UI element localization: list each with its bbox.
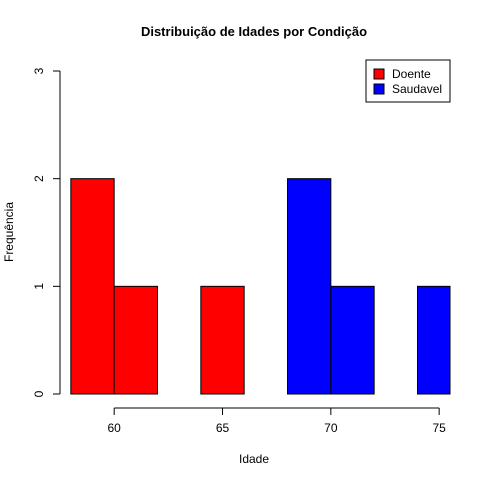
y-axis: 0 1 2 3 — [32, 67, 61, 397]
x-axis-label: Idade — [239, 452, 269, 466]
chart-title: Distribuição de Idades por Condição — [141, 24, 367, 39]
legend-box — [365, 59, 451, 103]
legend-label-doente: Doente — [392, 67, 431, 81]
y-tick-label: 1 — [32, 283, 46, 290]
y-axis-label: Frequência — [2, 202, 16, 262]
x-tick-label: 70 — [324, 421, 338, 435]
bar-doente-3 — [200, 285, 245, 395]
y-tick-label: 2 — [32, 175, 46, 182]
legend-swatch-doente — [373, 68, 385, 80]
bar-saudavel-0 — [287, 178, 332, 395]
bar-saudavel-1 — [330, 285, 375, 395]
x-axis: 60 65 70 75 — [107, 407, 446, 435]
bar-doente-0 — [70, 178, 115, 395]
x-tick-label: 75 — [432, 421, 446, 435]
legend-label-saudavel: Saudavel — [392, 82, 442, 96]
bars-group — [70, 178, 451, 395]
bar-saudavel-3 — [417, 285, 451, 395]
bar-doente-1 — [113, 285, 158, 395]
x-tick-label: 65 — [216, 421, 230, 435]
y-tick-label: 3 — [32, 67, 46, 74]
x-tick-label: 60 — [107, 421, 121, 435]
legend-swatch-saudavel — [373, 83, 385, 95]
y-tick-label: 0 — [32, 390, 46, 397]
